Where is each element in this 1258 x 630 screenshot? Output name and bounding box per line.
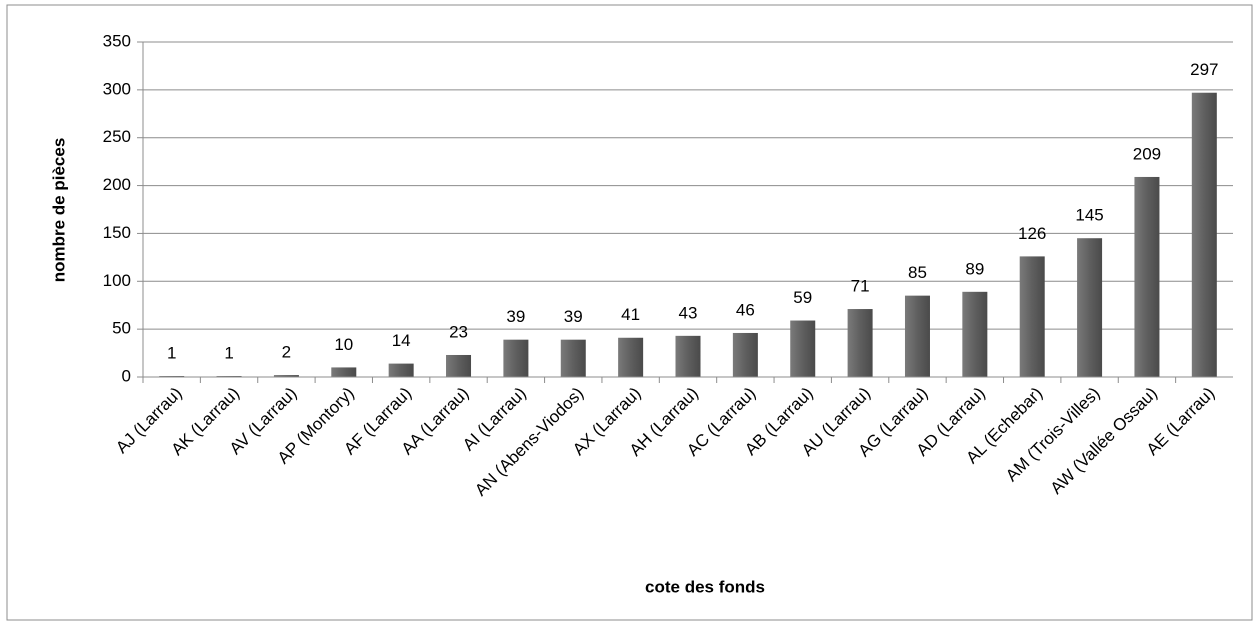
y-tick-label: 50: [112, 319, 131, 338]
bar: [1019, 256, 1045, 377]
data-label: 59: [793, 288, 812, 307]
data-label: 85: [908, 263, 927, 282]
y-tick-label: 350: [103, 31, 131, 50]
data-label: 145: [1075, 206, 1103, 225]
data-label: 41: [621, 305, 640, 324]
bar: [732, 332, 758, 377]
data-label: 89: [965, 259, 984, 278]
bar: [675, 335, 701, 377]
y-tick-label: 200: [103, 175, 131, 194]
bar: [847, 309, 873, 377]
bar: [503, 339, 529, 377]
y-tick-label: 100: [103, 271, 131, 290]
bar: [331, 367, 357, 377]
bar: [1134, 176, 1160, 377]
bar: [388, 363, 414, 377]
data-label: 23: [449, 322, 468, 341]
data-label: 1: [167, 344, 176, 363]
data-label: 2: [282, 343, 291, 362]
y-tick-label: 0: [122, 366, 131, 385]
y-tick-label: 250: [103, 127, 131, 146]
data-label: 209: [1133, 144, 1161, 163]
bar: [904, 295, 930, 377]
data-label: 126: [1018, 224, 1046, 243]
data-label: 46: [736, 300, 755, 319]
data-label: 39: [564, 307, 583, 326]
bar: [1191, 92, 1217, 377]
x-axis-title: cote des fonds: [645, 577, 765, 596]
data-label: 39: [506, 307, 525, 326]
bar: [1077, 238, 1103, 377]
bar: [790, 320, 816, 377]
bar: [962, 291, 988, 377]
y-tick-label: 300: [103, 79, 131, 98]
data-label: 71: [851, 277, 870, 296]
bar: [560, 339, 586, 377]
data-label: 14: [392, 331, 411, 350]
bar: [273, 375, 299, 377]
y-tick-label: 150: [103, 223, 131, 242]
bar: [446, 354, 472, 377]
y-axis-title: nombre de pièces: [49, 138, 68, 283]
data-label: 10: [334, 335, 353, 354]
data-label: 1: [224, 344, 233, 363]
data-label: 297: [1190, 60, 1218, 79]
data-label: 43: [679, 303, 698, 322]
bar: [618, 337, 644, 377]
